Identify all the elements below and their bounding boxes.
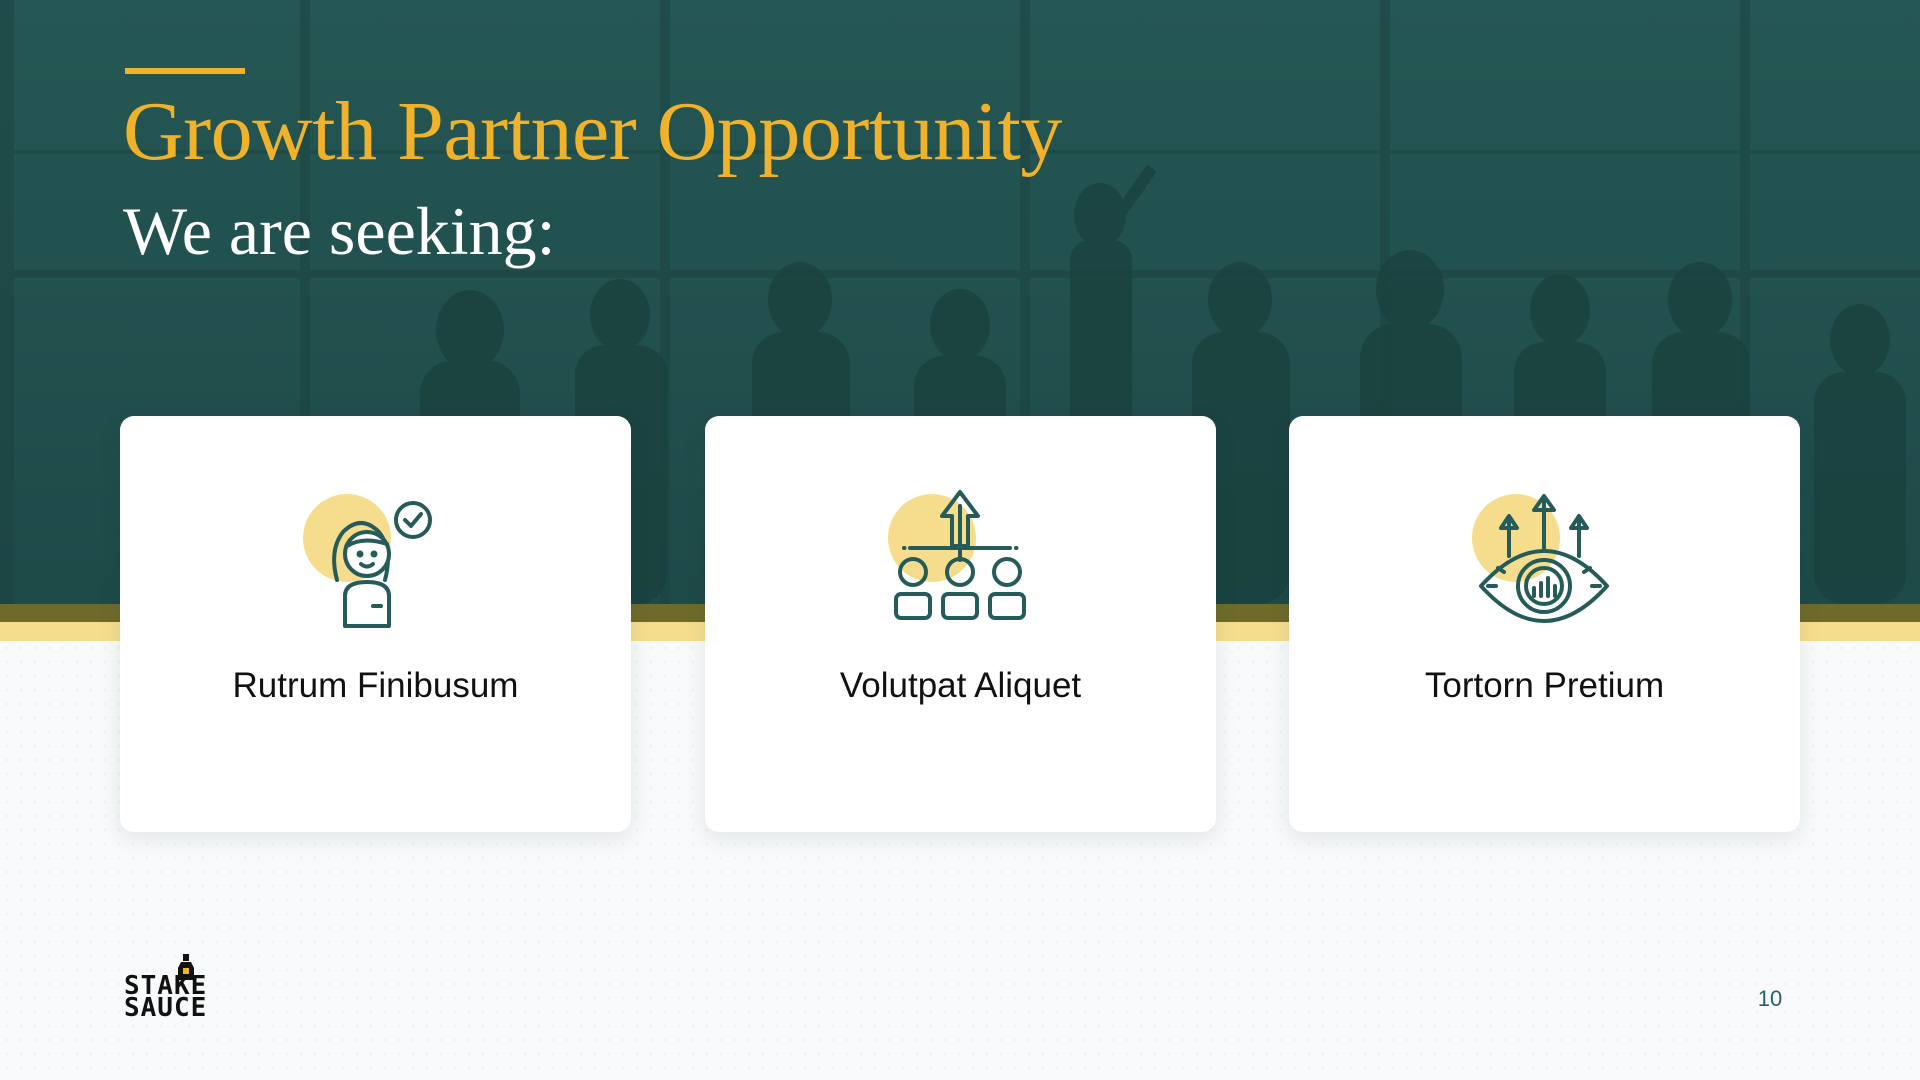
title-accent-line xyxy=(125,68,245,74)
brand-logo: STAKE SAUCE xyxy=(124,954,244,1023)
slide-title: Growth Partner Opportunity xyxy=(123,85,1062,178)
page-number: 10 xyxy=(1757,986,1783,1011)
card-3: Tortorn Pretium xyxy=(1289,416,1800,832)
card-label: Rutrum Finibusum xyxy=(232,666,519,705)
vision-growth-icon xyxy=(1472,494,1609,623)
bottle-icon xyxy=(178,954,194,980)
team-growth-icon xyxy=(888,490,1026,620)
person-check-icon xyxy=(303,494,432,628)
logo-word-bottom: SAUCE xyxy=(124,993,208,1023)
card-1: Rutrum Finibusum xyxy=(120,416,631,832)
card-2: Volutpat Aliquet xyxy=(705,416,1216,832)
card-label: Tortorn Pretium xyxy=(1424,666,1665,705)
slide-subtitle: We are seeking: xyxy=(123,193,556,269)
logo-word-top: STAKE xyxy=(124,971,208,1001)
card-label: Volutpat Aliquet xyxy=(839,666,1082,705)
